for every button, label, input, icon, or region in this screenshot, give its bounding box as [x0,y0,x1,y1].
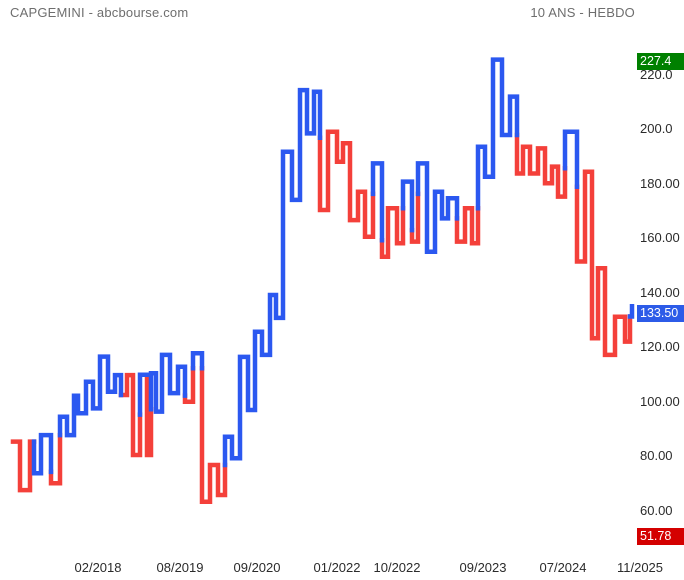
x-axis-tick: 01/2022 [313,560,361,575]
y-axis-tick: 160.00 [640,230,680,245]
period-label: 10 ANS - HEBDO [530,5,635,20]
x-axis-tick: 09/2023 [459,560,507,575]
y-axis-tick: 220.0 [640,66,673,82]
y-axis-tick: 140.00 [640,284,680,300]
y-axis-tick: 180.00 [640,175,680,191]
x-axis-tick: 09/2020 [233,560,281,575]
x-axis-tick: 02/2018 [74,560,122,575]
instrument-title: CAPGEMINI - abcbourse.com [10,5,189,20]
x-axis-tick: 08/2019 [156,560,204,575]
x-axis-tick: 10/2022 [373,560,421,575]
y-axis-tick: 60.00 [640,502,673,518]
y-axis-tick: 200.0 [640,121,673,136]
kagi-down-line [10,129,633,505]
y-axis-tick: 120.00 [640,339,680,354]
kagi-up-line [31,57,635,476]
x-axis-tick: 07/2024 [539,560,587,575]
y-axis-tick: 100.00 [640,393,680,409]
low-price-badge: 51.78 [637,527,684,545]
high-price-badge: 227.4 [637,53,684,71]
x-axis-tick: 11/2025 [616,560,664,575]
y-axis-tick: 80.00 [640,448,673,463]
last-price-badge: 133.50 [637,305,684,323]
